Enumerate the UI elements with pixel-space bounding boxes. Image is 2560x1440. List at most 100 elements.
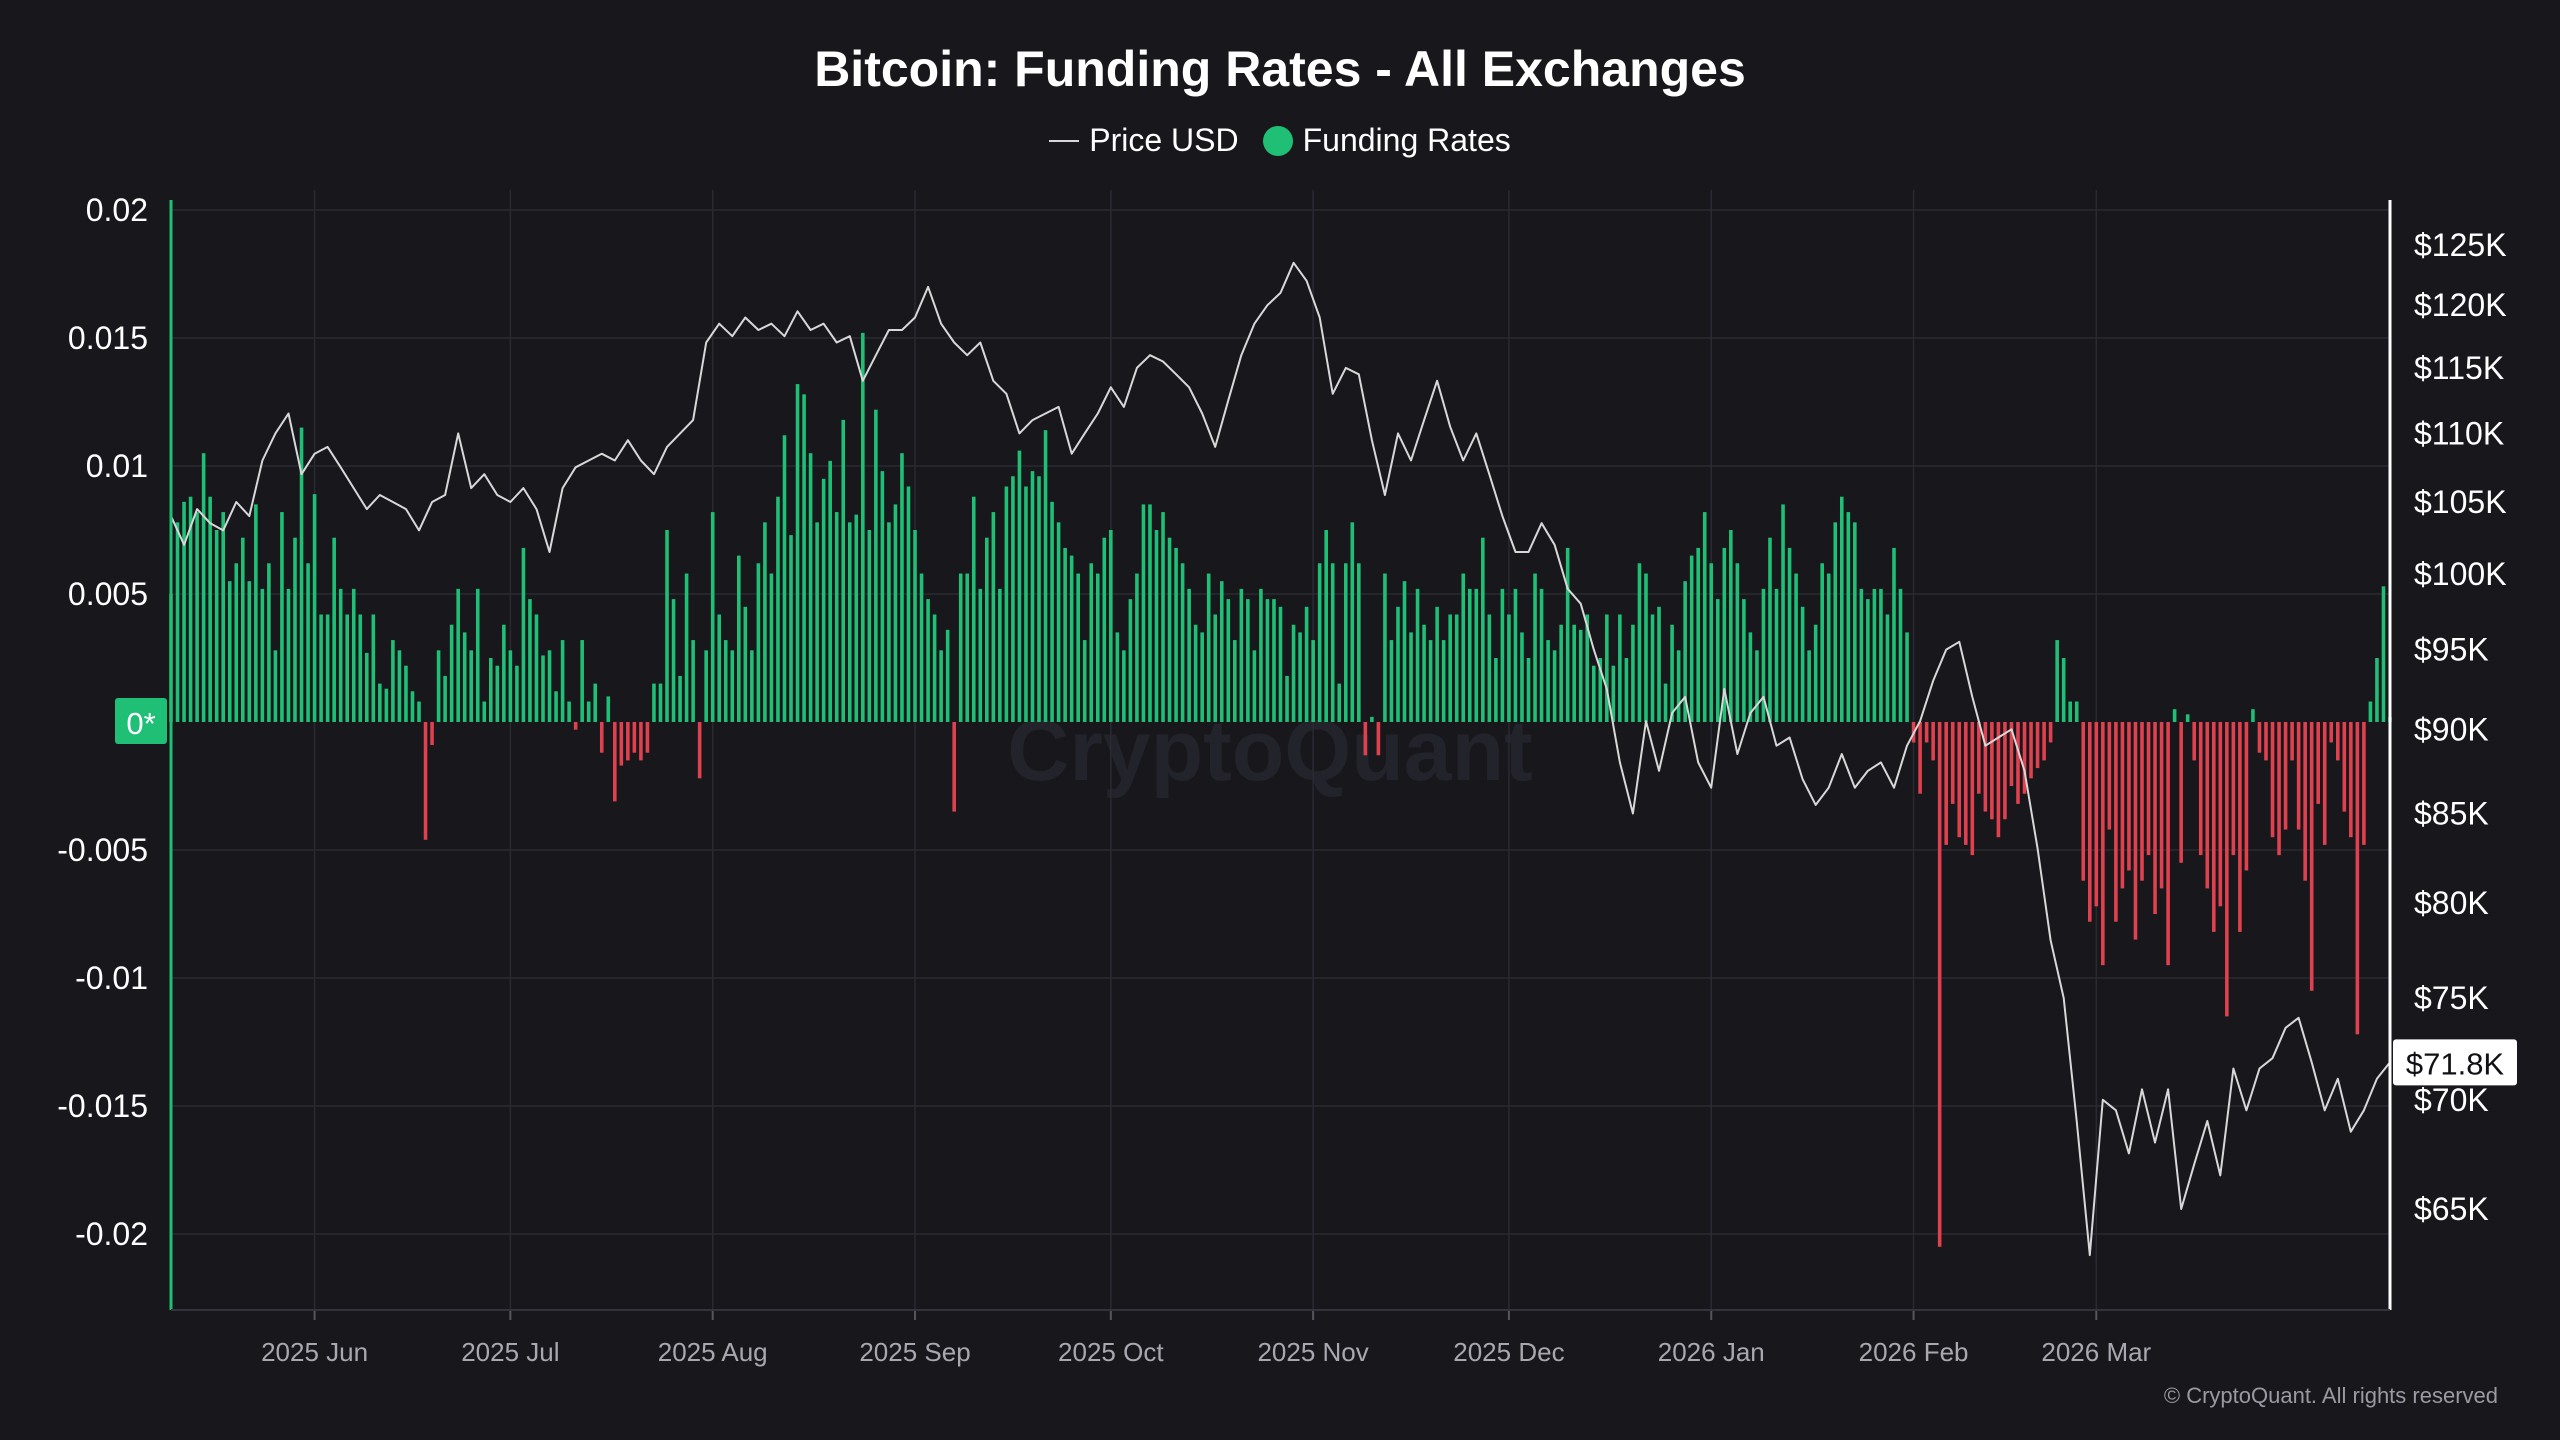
funding-bar-positive	[1343, 563, 1348, 722]
funding-dot-icon	[1262, 125, 1293, 156]
funding-bar-positive	[1800, 606, 1805, 722]
funding-bar-negative	[1931, 722, 1935, 761]
funding-bar-positive	[364, 652, 369, 722]
legend-item-funding[interactable]: Funding Rates	[1262, 122, 1511, 159]
funding-bar-positive	[737, 555, 741, 722]
funding-bar-positive	[528, 599, 532, 722]
funding-bar-positive	[991, 512, 996, 722]
funding-bar-negative	[2127, 722, 2131, 871]
funding-bar-negative	[2153, 722, 2157, 914]
funding-bar-negative	[1937, 722, 1942, 1247]
funding-bar-positive	[1317, 563, 1322, 722]
funding-bar-negative	[632, 722, 637, 753]
funding-bar-negative	[1996, 722, 2001, 838]
funding-bar-negative	[2211, 722, 2216, 932]
funding-bar-positive	[351, 588, 356, 722]
funding-bar-positive	[1109, 530, 1113, 722]
funding-bar-positive	[580, 640, 584, 722]
funding-bar-negative	[2035, 722, 2040, 769]
zero-badge	[115, 698, 167, 744]
funding-bar-positive	[1598, 658, 1603, 722]
copyright: © CryptoQuant. All rights reserved	[2163, 1383, 2498, 1408]
y-left-tick-label: -0.005	[57, 832, 148, 868]
funding-bar-positive	[1069, 555, 1074, 722]
funding-bar-positive	[267, 563, 271, 722]
funding-bar-negative	[2316, 722, 2321, 804]
funding-bar-negative	[2355, 722, 2360, 1035]
legend-item-price[interactable]: Price USD	[1049, 122, 1239, 159]
funding-bar-negative	[2264, 722, 2268, 761]
funding-bar-negative	[1977, 722, 1981, 794]
funding-bar-positive	[1330, 563, 1335, 722]
y-right-tick-label: $65K	[2414, 1191, 2489, 1227]
funding-bar-positive	[1076, 573, 1080, 722]
funding-bar-positive	[1794, 573, 1798, 722]
x-tick-label: 2025 Nov	[1257, 1337, 1368, 1367]
funding-bar-positive	[495, 665, 500, 722]
funding-bar-positive	[188, 496, 193, 722]
funding-bar-positive	[534, 614, 539, 722]
funding-bar-positive	[1689, 555, 1694, 722]
x-tick-label: 2025 Sep	[859, 1337, 970, 1367]
funding-bar-positive	[1265, 599, 1270, 722]
funding-bar-positive	[1350, 522, 1355, 722]
funding-bar-positive	[926, 599, 930, 722]
funding-bar-negative	[697, 722, 702, 779]
funding-bar-negative	[2114, 722, 2118, 922]
funding-bar-positive	[1435, 606, 1439, 722]
funding-bar-positive	[1246, 599, 1250, 722]
funding-bar-positive	[808, 453, 813, 722]
funding-bar-positive	[2381, 586, 2386, 722]
funding-bar-positive	[462, 632, 467, 722]
y-right-tick-label: $105K	[2414, 484, 2507, 520]
chart-title: Bitcoin: Funding Rates - All Exchanges	[814, 41, 1746, 97]
funding-bar-positive	[1807, 650, 1811, 722]
funding-bar-positive	[1781, 504, 1785, 722]
funding-bar-negative	[1944, 722, 1948, 845]
funding-bar-positive	[384, 688, 389, 722]
funding-bar-positive	[1383, 573, 1387, 722]
funding-bar-positive	[971, 496, 976, 722]
funding-bar-negative	[2003, 722, 2007, 820]
current-price-label: $71.8K	[2406, 1046, 2505, 1081]
funding-bar-negative	[2120, 722, 2125, 889]
funding-bar-positive	[371, 614, 376, 722]
funding-bar-negative	[2101, 722, 2105, 966]
y-right-tick-label: $115K	[2414, 350, 2504, 386]
funding-bar-positive	[1017, 450, 1022, 722]
funding-bar-positive	[227, 581, 232, 722]
funding-bar-negative	[2133, 722, 2138, 940]
x-tick-label: 2025 Oct	[1058, 1337, 1164, 1367]
funding-bar-positive	[1441, 640, 1446, 722]
funding-bar-positive	[1154, 530, 1159, 722]
funding-bar-positive	[723, 640, 728, 722]
funding-bar-positive	[958, 573, 963, 722]
funding-bar-positive	[1389, 640, 1394, 722]
funding-bar-positive	[1082, 640, 1087, 722]
y-right-tick-label: $110K	[2414, 415, 2504, 451]
funding-bar-positive	[1396, 606, 1400, 722]
funding-bar-positive	[1259, 588, 1263, 722]
funding-bar-negative	[2146, 722, 2151, 856]
funding-bar-positive	[417, 701, 421, 722]
funding-bar-positive	[1409, 632, 1413, 722]
funding-bar-positive	[1357, 563, 1361, 722]
funding-bar-positive	[965, 573, 970, 722]
funding-bar-negative	[1970, 722, 1975, 856]
funding-bar-positive	[1507, 614, 1511, 722]
funding-bar-positive	[1702, 512, 1707, 722]
funding-bar-positive	[325, 614, 330, 722]
funding-bar-positive	[1226, 599, 1231, 722]
funding-bar-positive	[2375, 658, 2379, 722]
legend-label-funding: Funding Rates	[1302, 122, 1511, 158]
funding-bar-negative	[2087, 722, 2092, 922]
funding-bar-positive	[175, 522, 180, 722]
funding-bar-positive	[906, 486, 911, 722]
funding-bar-positive	[985, 537, 989, 722]
funding-bar-negative	[1990, 722, 1994, 820]
funding-bar-positive	[2061, 658, 2066, 722]
funding-bar-positive	[1813, 624, 1818, 722]
x-tick-label: 2025 Dec	[1453, 1337, 1564, 1367]
funding-bar-negative	[2309, 722, 2314, 991]
